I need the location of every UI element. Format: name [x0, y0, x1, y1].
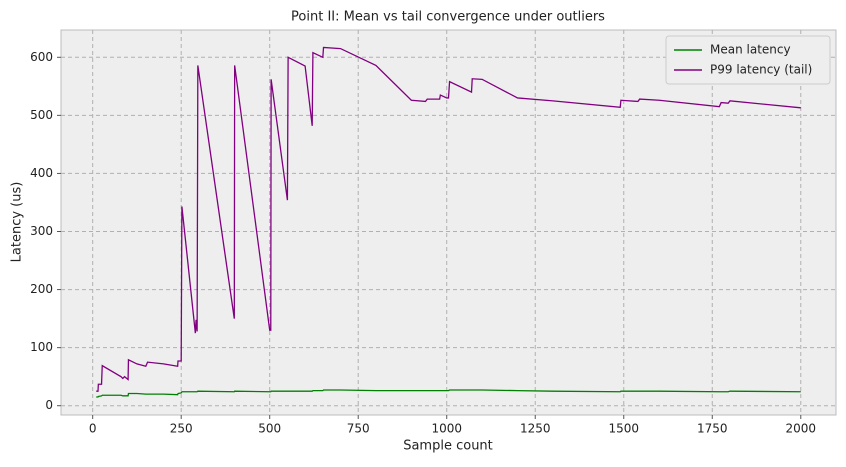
- x-tick-label: 500: [258, 422, 281, 436]
- y-tick-label: 0: [45, 398, 53, 412]
- x-tick-label: 250: [170, 422, 193, 436]
- legend-label: P99 latency (tail): [710, 63, 812, 77]
- y-tick-label: 200: [30, 282, 53, 296]
- x-tick-label: 0: [89, 422, 97, 436]
- legend-box: [665, 35, 831, 85]
- x-tick-label: 2000: [785, 422, 816, 436]
- line-series: [96, 389, 801, 398]
- y-tick-label: 100: [30, 340, 53, 354]
- x-tick-label: 1500: [608, 422, 639, 436]
- x-tick-label: 1750: [697, 422, 728, 436]
- y-tick-label: 600: [30, 50, 53, 64]
- legend-label: Mean latency: [710, 43, 791, 57]
- x-axis-label: Sample count: [403, 439, 493, 454]
- y-axis-label: Latency (us): [10, 182, 25, 263]
- x-tick-label: 1000: [431, 422, 462, 436]
- plot-area: [60, 29, 837, 416]
- chart-title: Point II: Mean vs tail convergence under…: [291, 10, 605, 25]
- x-tick-label: 750: [347, 422, 370, 436]
- y-tick-label: 300: [30, 224, 53, 238]
- y-tick-label: 500: [30, 108, 53, 122]
- y-tick-label: 400: [30, 166, 53, 180]
- line-series: [96, 46, 801, 392]
- x-tick-label: 1250: [520, 422, 551, 436]
